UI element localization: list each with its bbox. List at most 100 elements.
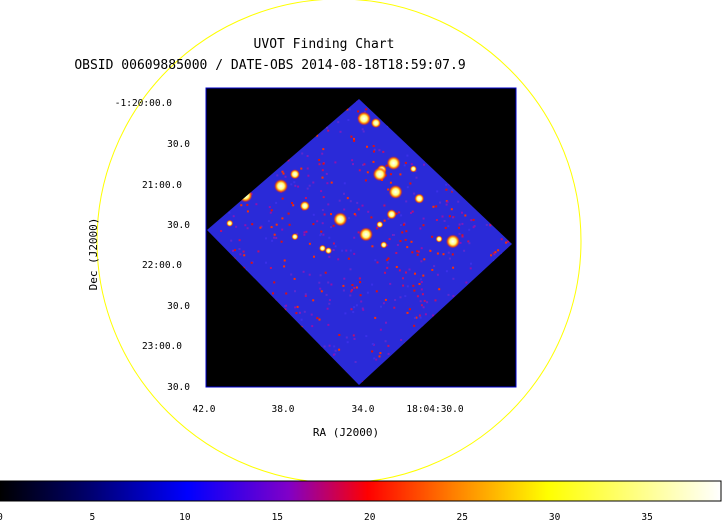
noise-pixel xyxy=(372,145,375,147)
noise-pixel xyxy=(319,287,322,290)
noise-pixel xyxy=(463,249,466,252)
noise-pixel xyxy=(426,301,429,304)
ra-tick-label: 18:04:30.0 xyxy=(406,404,463,415)
noise-pixel xyxy=(402,284,405,287)
source-10 xyxy=(333,212,348,227)
noise-pixel xyxy=(255,203,258,206)
source-3 xyxy=(386,156,401,171)
noise-pixel xyxy=(409,182,412,185)
noise-pixel xyxy=(299,311,301,314)
noise-pixel xyxy=(353,306,356,309)
noise-pixel xyxy=(238,239,241,242)
noise-pixel xyxy=(349,268,352,271)
noise-pixel xyxy=(470,262,472,265)
noise-pixel xyxy=(384,271,386,274)
noise-pixel xyxy=(458,232,461,235)
noise-pixel xyxy=(318,281,321,284)
source-6 xyxy=(289,169,300,180)
colorbar xyxy=(0,480,722,502)
noise-pixel xyxy=(402,277,404,280)
noise-pixel xyxy=(387,257,390,260)
noise-pixel xyxy=(348,108,351,111)
noise-pixel xyxy=(330,283,333,286)
noise-pixel xyxy=(379,328,382,331)
noise-pixel xyxy=(328,302,331,305)
noise-pixel xyxy=(327,281,330,284)
noise-pixel xyxy=(300,167,303,170)
noise-pixel xyxy=(436,273,439,276)
noise-pixel xyxy=(469,267,472,270)
noise-pixel xyxy=(423,258,426,261)
noise-pixel xyxy=(357,208,360,211)
noise-pixel xyxy=(372,160,375,163)
noise-pixel xyxy=(447,293,450,296)
noise-pixel xyxy=(415,176,418,179)
noise-pixel xyxy=(345,249,348,252)
noise-pixel xyxy=(408,308,411,311)
noise-pixel xyxy=(351,159,354,162)
source-14 xyxy=(445,234,460,249)
noise-pixel xyxy=(327,203,330,206)
noise-pixel xyxy=(347,119,350,121)
noise-pixel xyxy=(288,223,291,226)
noise-pixel xyxy=(445,188,448,191)
sky-exposure-diamond xyxy=(207,99,512,385)
noise-pixel xyxy=(366,291,369,294)
noise-pixel xyxy=(318,159,321,161)
noise-pixel xyxy=(287,159,290,162)
noise-pixel xyxy=(403,164,406,167)
noise-pixel xyxy=(408,268,411,271)
noise-pixel xyxy=(505,241,508,244)
noise-pixel xyxy=(359,281,362,284)
noise-pixel xyxy=(270,226,273,229)
noise-pixel xyxy=(413,289,416,292)
noise-pixel xyxy=(330,226,333,229)
noise-pixel xyxy=(432,314,435,317)
colorbar-tick-label: 0 xyxy=(0,512,3,521)
noise-pixel xyxy=(452,277,455,280)
noise-pixel xyxy=(405,200,408,203)
noise-pixel xyxy=(318,318,321,321)
noise-pixel xyxy=(418,314,421,317)
chart-subtitle: OBSID 00609885000 / DATE-OBS 2014-08-18T… xyxy=(74,58,465,73)
noise-pixel xyxy=(429,249,432,252)
noise-pixel xyxy=(472,218,475,221)
colorbar-tick-label: 30 xyxy=(549,512,561,521)
noise-pixel xyxy=(442,253,445,256)
noise-pixel xyxy=(439,201,442,204)
noise-pixel xyxy=(386,259,389,262)
noise-pixel xyxy=(389,181,392,184)
noise-pixel xyxy=(295,312,298,315)
noise-pixel xyxy=(322,233,325,236)
noise-pixel xyxy=(312,181,315,184)
noise-pixel xyxy=(269,211,272,214)
noise-pixel xyxy=(414,272,416,275)
noise-pixel xyxy=(283,265,286,268)
noise-pixel xyxy=(357,110,360,113)
source-23 xyxy=(372,167,387,182)
noise-pixel xyxy=(260,225,263,228)
noise-pixel xyxy=(354,361,357,363)
noise-pixel xyxy=(332,249,335,251)
source-15 xyxy=(435,235,443,243)
noise-pixel xyxy=(353,213,356,216)
noise-pixel xyxy=(349,200,352,203)
noise-pixel xyxy=(373,148,376,151)
noise-pixel xyxy=(341,249,344,252)
noise-pixel xyxy=(353,337,356,340)
noise-pixel xyxy=(465,281,468,284)
noise-pixel xyxy=(372,343,375,346)
source-20 xyxy=(386,209,397,220)
noise-pixel xyxy=(413,317,416,319)
noise-pixel xyxy=(325,293,328,296)
noise-pixel xyxy=(319,274,322,277)
noise-pixel xyxy=(243,254,246,257)
noise-pixel xyxy=(365,335,368,338)
noise-pixel xyxy=(406,311,409,314)
noise-pixel xyxy=(358,277,361,280)
noise-pixel xyxy=(410,240,413,243)
noise-pixel xyxy=(316,220,319,223)
noise-pixel xyxy=(412,284,415,287)
noise-pixel xyxy=(420,281,423,283)
noise-pixel xyxy=(374,316,377,319)
